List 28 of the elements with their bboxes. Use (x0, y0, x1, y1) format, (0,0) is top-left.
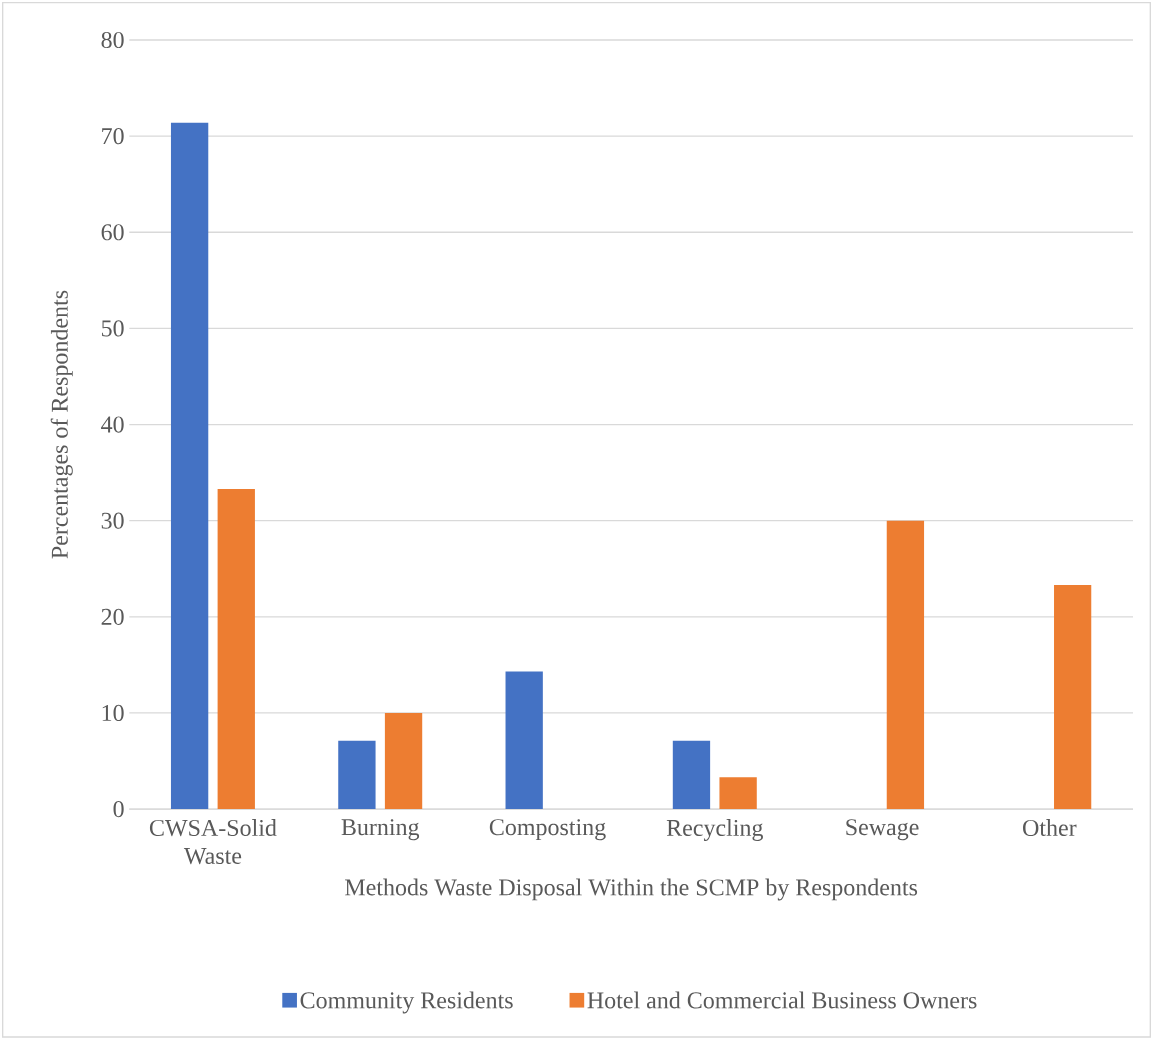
bar (719, 777, 757, 810)
x-tick-label: CWSA-Solid Waste (149, 819, 277, 865)
y-tick-label: 10 (102, 705, 124, 722)
y-tick-label: 80 (101, 32, 124, 49)
x-tick-label: Recycling (666, 819, 763, 842)
bar (338, 740, 376, 810)
x-tick-label: Composting (489, 819, 606, 841)
bar (672, 740, 711, 810)
y-tick-label: 30 (101, 512, 124, 529)
bar (886, 520, 925, 810)
y-tick-label: 50 (102, 320, 124, 337)
x-tick-label: Other (1023, 819, 1077, 837)
x-tick-label: Burning (341, 819, 420, 841)
y-tick-label: 40 (101, 416, 124, 433)
bar (384, 713, 423, 810)
x-tick-label: Sewage (846, 819, 919, 841)
legend-label: Community Residents (300, 991, 513, 1014)
bar (170, 122, 209, 810)
y-tick-label: 70 (102, 128, 124, 145)
x-axis-title: Methods Waste Disposal Within the SCMP by Respondents (345, 878, 918, 901)
bar (217, 489, 255, 810)
bar (505, 671, 543, 810)
y-axis-title: Percentages of Respondents (50, 290, 73, 559)
y-tick-label: 60 (101, 224, 124, 241)
legend-label: Hotel and Commercial Business Owners (587, 991, 977, 1009)
y-tick-label: 20 (101, 608, 124, 626)
bar (1054, 585, 1092, 810)
y-tick-label: 0 (113, 801, 124, 818)
